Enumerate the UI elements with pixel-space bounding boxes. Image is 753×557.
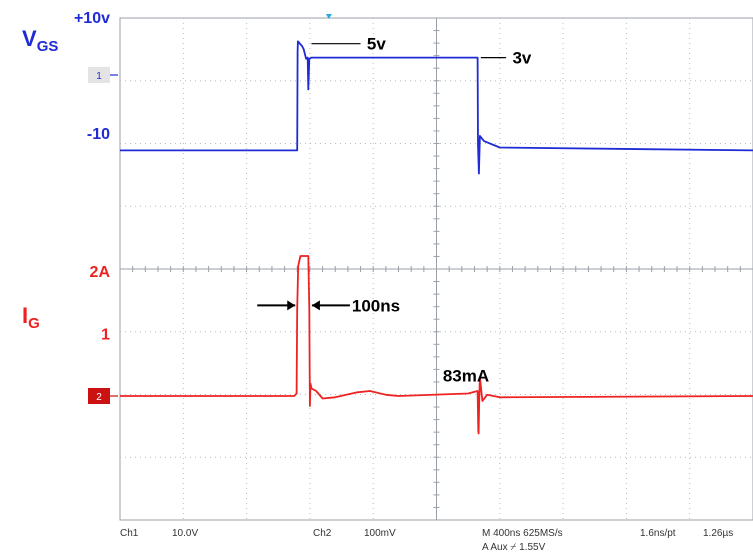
- width-arrowhead-left: [287, 300, 296, 311]
- waveform-traces: [120, 40, 753, 435]
- y-tick-label: -10: [87, 126, 110, 143]
- channel-labels: VGS+10v0-101IG2A102: [22, 10, 118, 406]
- footer-ch2-scale: 100mV: [364, 528, 396, 539]
- annotation-level-3v: 3v: [512, 49, 531, 68]
- footer-resolution: 1.6ns/pt: [640, 528, 676, 539]
- ground-marker-vgs: [88, 67, 110, 83]
- status-footer: Ch1 10.0V Ch2 100mV M 400ns 625MS/s 1.6ns/pt 1…: [120, 528, 733, 553]
- trace-ig: [120, 255, 753, 435]
- y-tick-label: 1: [101, 327, 110, 344]
- annotations: 5v 3v 100ns 83mA: [257, 35, 532, 385]
- ground-marker-text: 1: [96, 71, 102, 82]
- y-tick-label: +10v: [74, 10, 110, 27]
- footer-timebase: M 400ns 625MS/s: [482, 528, 563, 539]
- y-tick-label: 2A: [90, 264, 111, 281]
- annotation-pulse-width: 100ns: [352, 296, 400, 315]
- annotation-level-5v: 5v: [367, 35, 386, 54]
- ground-marker-ig: [88, 388, 110, 404]
- channel-name-vgs: VGS: [22, 26, 58, 55]
- annotation-current: 83mA: [443, 366, 489, 385]
- footer-ch1-scale: 10.0V: [172, 528, 198, 539]
- footer-ch1: Ch1: [120, 528, 139, 539]
- ground-marker-text: 2: [96, 392, 102, 403]
- footer-ch2: Ch2: [313, 528, 332, 539]
- channel-name-ig: IG: [22, 303, 40, 332]
- trace-vgs: [120, 40, 753, 175]
- width-arrowhead-right: [311, 300, 320, 311]
- footer-position: 1.26µs: [703, 528, 733, 539]
- trigger-position-marker: [325, 14, 332, 19]
- footer-trigger: A Aux ⌿ 1.55V: [482, 542, 546, 553]
